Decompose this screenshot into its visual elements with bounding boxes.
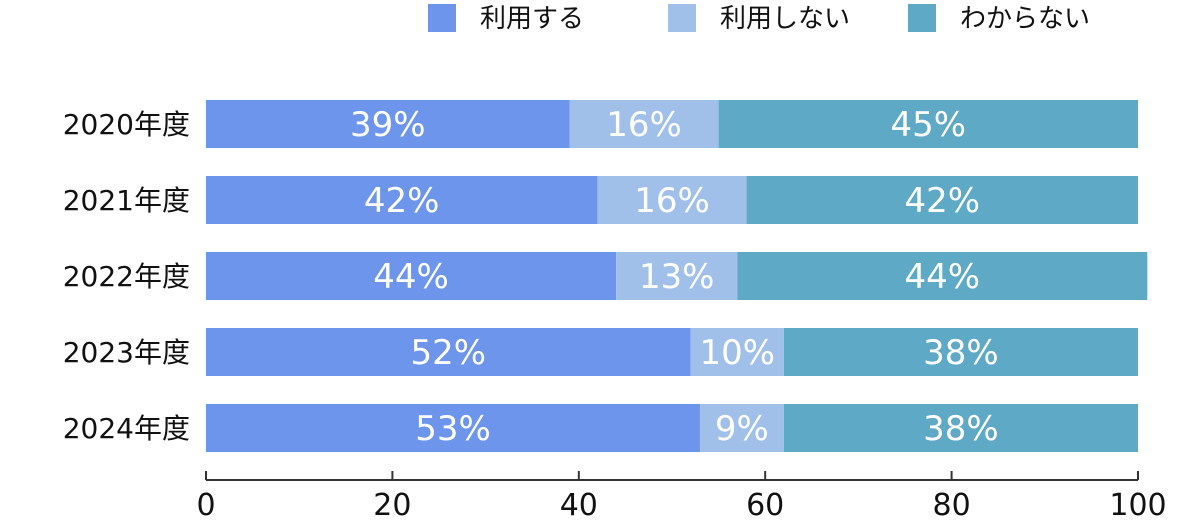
data-label: 16% <box>606 105 682 145</box>
bar-segment <box>690 328 784 376</box>
category-label: 2020年度 <box>63 108 190 141</box>
bar-segment <box>783 328 1138 376</box>
bar-segment <box>206 252 617 300</box>
bar-segment <box>206 328 691 376</box>
legend-label-1: 利用する <box>480 4 584 34</box>
bar-segment <box>616 252 738 300</box>
bar-segment <box>746 176 1138 224</box>
data-label: 42% <box>904 181 980 221</box>
x-tick-label: 60 <box>746 488 784 520</box>
data-label: 38% <box>923 409 999 449</box>
category-label: 2022年度 <box>63 260 190 293</box>
legend-swatch-1 <box>428 4 456 32</box>
data-label: 52% <box>411 333 487 373</box>
data-label: 45% <box>891 105 967 145</box>
data-label: 16% <box>634 181 710 221</box>
legend-label-3: わからない <box>960 4 1090 34</box>
bar-segment <box>597 176 747 224</box>
x-tick-label: 100 <box>1109 488 1166 520</box>
bar-segment <box>699 404 784 452</box>
data-label: 44% <box>373 257 449 297</box>
legend-swatch-3 <box>908 4 936 32</box>
data-label: 44% <box>904 257 980 297</box>
category-label: 2024年度 <box>63 412 190 445</box>
data-label: 53% <box>415 409 491 449</box>
x-tick-label: 80 <box>933 488 971 520</box>
bar-segment <box>206 404 700 452</box>
x-tick-label: 0 <box>196 488 215 520</box>
x-tick-label: 20 <box>373 488 411 520</box>
data-label: 39% <box>350 105 426 145</box>
legend-label-2: 利用しない <box>720 4 850 34</box>
bar-segment <box>569 100 719 148</box>
data-label: 9% <box>715 409 769 449</box>
data-label: 42% <box>364 181 440 221</box>
bar-segment <box>737 252 1148 300</box>
bar-segment <box>718 100 1138 148</box>
x-tick-label: 40 <box>560 488 598 520</box>
category-label: 2021年度 <box>63 184 190 217</box>
data-label: 13% <box>639 257 715 297</box>
bar-segment <box>206 176 598 224</box>
legend-swatch-2 <box>668 4 696 32</box>
category-label: 2023年度 <box>63 336 190 369</box>
bar-segment <box>783 404 1138 452</box>
data-label: 10% <box>699 333 775 373</box>
bar-segment <box>206 100 570 148</box>
data-label: 38% <box>923 333 999 373</box>
